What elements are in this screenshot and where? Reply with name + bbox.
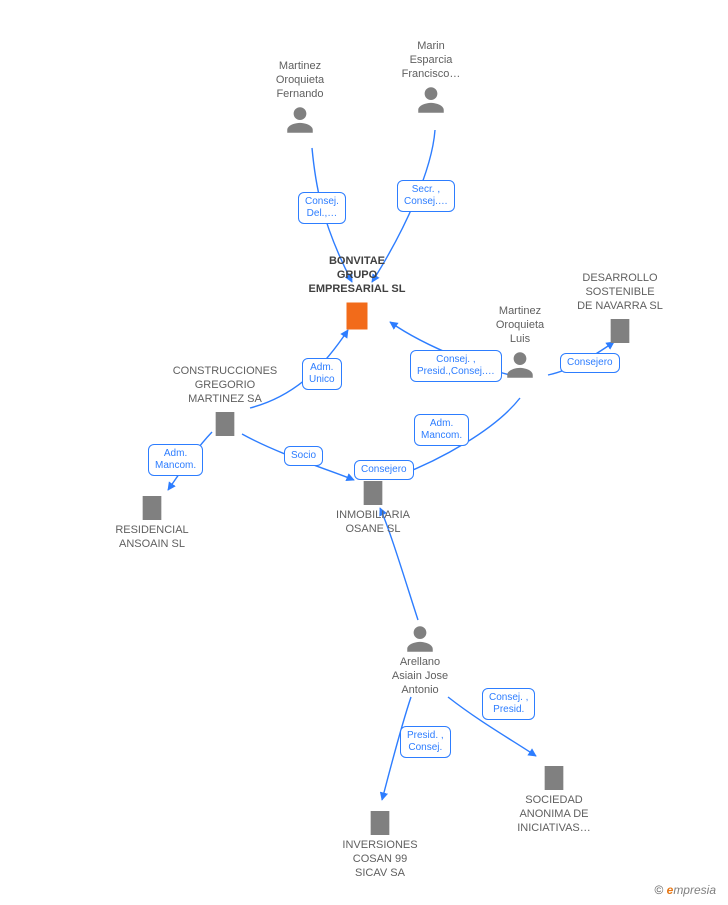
node-label: RESIDENCIAL ANSOAIN SL xyxy=(97,524,207,552)
node-icon-wrap xyxy=(325,807,435,839)
node-label: SOCIEDAD ANONIMA DE INICIATIVAS… xyxy=(499,794,609,835)
node-icon-wrap xyxy=(170,408,280,440)
building-icon xyxy=(538,762,570,794)
node-icon-wrap xyxy=(376,83,486,117)
watermark: © empresia xyxy=(654,883,716,897)
node-inmobiliaria[interactable]: INMOBILIARIA OSANE SL xyxy=(318,475,428,537)
node-construcciones[interactable]: CONSTRUCCIONES GREGORIO MARTINEZ SA xyxy=(170,365,280,440)
node-arellano[interactable]: Arellano Asiain Jose Antonio xyxy=(365,620,475,697)
node-label: Martinez Oroquieta Fernando xyxy=(245,60,355,101)
node-icon-wrap xyxy=(365,622,475,656)
node-bonvitae[interactable]: BONVITAE GRUPO EMPRESARIAL SL xyxy=(302,255,412,334)
node-label: Marin Esparcia Francisco… xyxy=(376,40,486,81)
node-label: Martinez Oroquieta Luis xyxy=(465,305,575,346)
node-sociedad[interactable]: SOCIEDAD ANONIMA DE INICIATIVAS… xyxy=(499,760,609,835)
building-icon xyxy=(364,807,396,839)
node-icon-wrap xyxy=(499,762,609,794)
node-icon-wrap xyxy=(245,103,355,137)
node-label: INVERSIONES COSAN 99 SICAV SA xyxy=(325,839,435,880)
person-icon xyxy=(403,622,437,656)
node-icon-wrap xyxy=(465,348,575,382)
node-label: BONVITAE GRUPO EMPRESARIAL SL xyxy=(302,255,412,296)
node-icon-wrap xyxy=(302,298,412,334)
node-residencial[interactable]: RESIDENCIAL ANSOAIN SL xyxy=(97,490,207,552)
building-icon xyxy=(136,492,168,524)
copyright-symbol: © xyxy=(654,883,663,897)
node-icon-wrap xyxy=(97,492,207,524)
node-martinez_fernando[interactable]: Martinez Oroquieta Fernando xyxy=(245,60,355,137)
node-label: CONSTRUCCIONES GREGORIO MARTINEZ SA xyxy=(170,365,280,406)
brand-rest: mpresia xyxy=(673,883,716,897)
building-icon xyxy=(604,315,636,347)
node-icon-wrap xyxy=(565,315,675,347)
building-icon xyxy=(357,477,389,509)
building-icon xyxy=(209,408,241,440)
nodes-layer: Martinez Oroquieta Fernando Marin Esparc… xyxy=(0,0,728,905)
node-icon-wrap xyxy=(318,477,428,509)
node-label: Arellano Asiain Jose Antonio xyxy=(365,656,475,697)
building-icon xyxy=(339,298,375,334)
node-label: INMOBILIARIA OSANE SL xyxy=(318,509,428,537)
person-icon xyxy=(283,103,317,137)
node-inversiones[interactable]: INVERSIONES COSAN 99 SICAV SA xyxy=(325,805,435,880)
node-label: DESARROLLO SOSTENIBLE DE NAVARRA SL xyxy=(565,272,675,313)
node-marin_esparcia[interactable]: Marin Esparcia Francisco… xyxy=(376,40,486,117)
node-martinez_luis[interactable]: Martinez Oroquieta Luis xyxy=(465,305,575,382)
person-icon xyxy=(414,83,448,117)
node-desarrollo[interactable]: DESARROLLO SOSTENIBLE DE NAVARRA SL xyxy=(565,272,675,347)
person-icon xyxy=(503,348,537,382)
